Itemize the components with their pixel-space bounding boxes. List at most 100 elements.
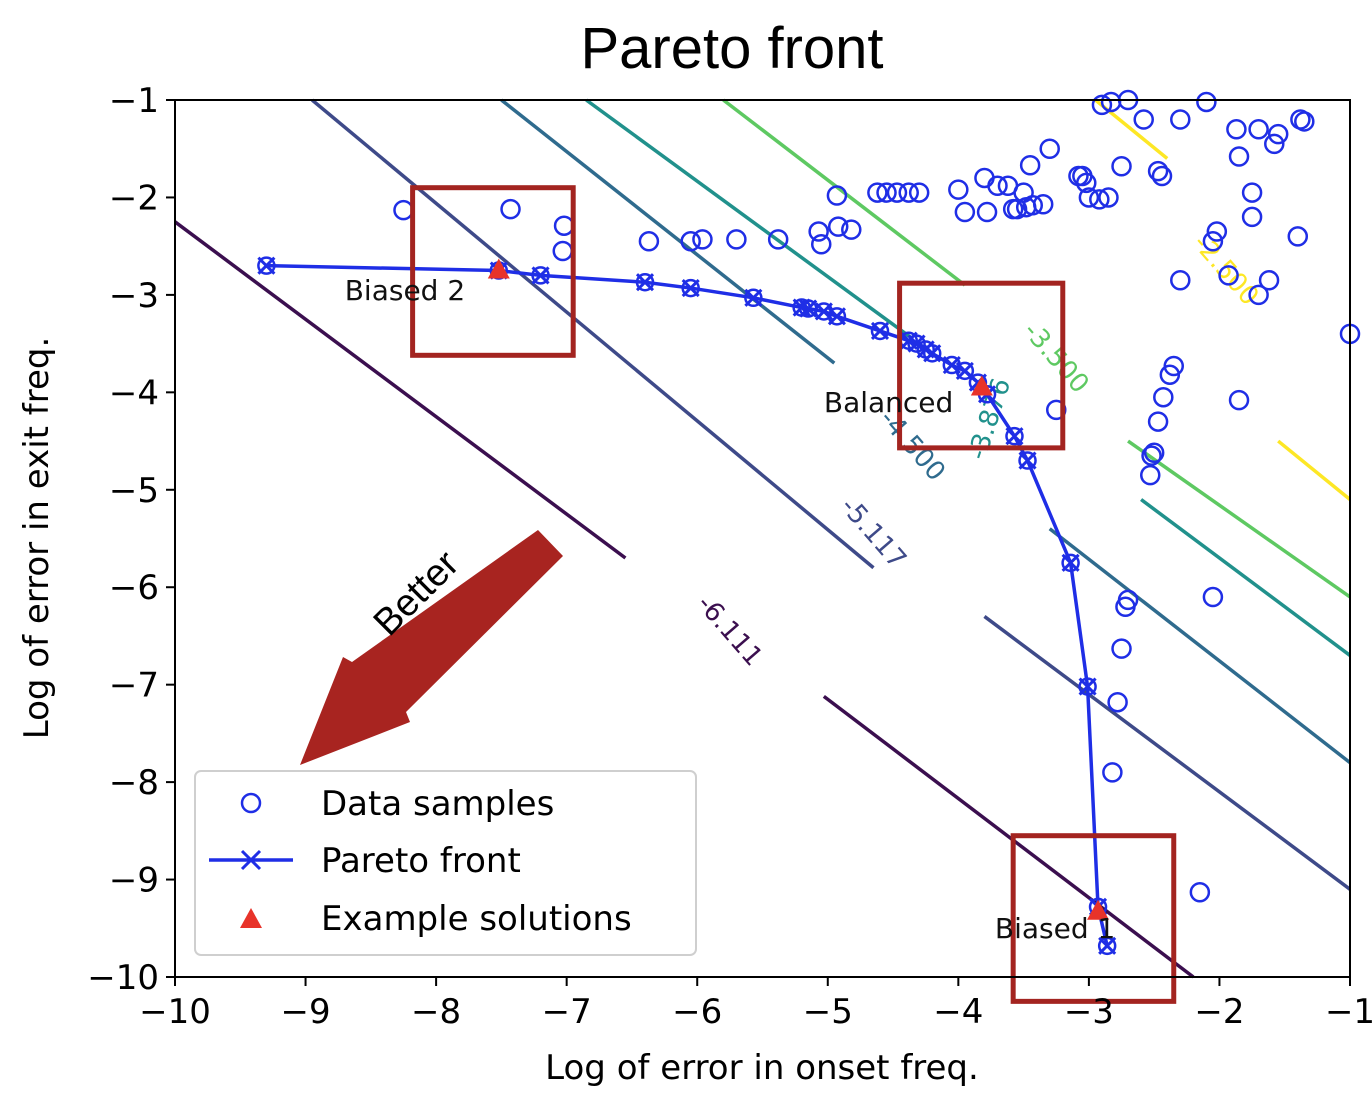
data-sample-point bbox=[987, 175, 1008, 197]
legend-example-marker bbox=[240, 908, 262, 928]
x-tick-label: −2 bbox=[1194, 992, 1244, 1032]
pareto-point-x bbox=[635, 273, 655, 292]
data-sample-point bbox=[808, 221, 829, 242]
data-sample-point bbox=[1170, 109, 1191, 130]
data-sample-point bbox=[1153, 386, 1174, 408]
x-tick-label: −1 bbox=[1325, 992, 1372, 1032]
pareto-point-x bbox=[1061, 553, 1080, 572]
data-sample-point bbox=[1228, 146, 1250, 167]
pareto-point-ring bbox=[1018, 451, 1037, 470]
data-sample-point bbox=[1102, 762, 1123, 783]
pareto-point-ring bbox=[1078, 677, 1097, 696]
data-sample-point bbox=[1258, 270, 1280, 291]
contour-line bbox=[1277, 439, 1352, 501]
data-sample-point bbox=[876, 182, 897, 203]
data-sample-point bbox=[976, 201, 998, 223]
pareto-point-x bbox=[907, 334, 926, 353]
better-arrow-shape bbox=[300, 530, 563, 765]
pareto-point-x bbox=[923, 344, 942, 363]
highlight-boxes bbox=[410, 185, 1177, 1004]
y-tick-label: −8 bbox=[109, 763, 159, 803]
data-sample-point bbox=[1218, 265, 1239, 286]
data-sample-point bbox=[1267, 123, 1289, 145]
data-sample-point bbox=[1078, 187, 1100, 208]
pareto-point-ring bbox=[827, 307, 847, 326]
plot-frame bbox=[174, 99, 1351, 978]
data-sample-point bbox=[974, 167, 995, 189]
legend-pareto-label: Pareto front bbox=[321, 841, 521, 881]
x-tick-label: −4 bbox=[933, 992, 983, 1032]
data-sample-point bbox=[1147, 160, 1169, 182]
x-tick-label: −5 bbox=[803, 992, 853, 1032]
x-tick-label: −3 bbox=[1064, 992, 1114, 1032]
data-sample-point bbox=[1241, 206, 1263, 228]
data-sample-point bbox=[767, 229, 789, 250]
x-tick-label: −10 bbox=[139, 992, 211, 1032]
data-sample-point bbox=[1089, 189, 1110, 210]
pareto-point-x bbox=[1098, 936, 1117, 955]
data-sample-point bbox=[811, 233, 832, 255]
y-tick-label: −6 bbox=[109, 568, 159, 608]
data-sample-point bbox=[393, 199, 414, 221]
data-sample-point bbox=[841, 219, 862, 240]
data-sample-point bbox=[1206, 221, 1228, 242]
solution-label: Biased 1 bbox=[995, 912, 1115, 945]
data-sample-point bbox=[1170, 270, 1191, 291]
pareto-point-x bbox=[257, 256, 276, 275]
legend: Data samples Pareto front Example soluti… bbox=[194, 770, 697, 956]
pareto-point-x bbox=[1005, 427, 1024, 446]
data-sample-point bbox=[1111, 156, 1132, 177]
data-sample-point bbox=[1294, 111, 1315, 132]
data-sample-point bbox=[1019, 155, 1041, 176]
contour-label: -3.500 bbox=[1017, 316, 1095, 399]
data-sample-point bbox=[1115, 596, 1136, 617]
x-tick-label: −8 bbox=[411, 992, 461, 1032]
x-axis-label: Log of error in onset freq. bbox=[545, 1048, 979, 1088]
y-tick-label: −10 bbox=[87, 958, 159, 998]
axes bbox=[174, 99, 1351, 978]
x-tick-label: −7 bbox=[542, 992, 592, 1032]
data-sample-point bbox=[886, 182, 908, 203]
y-tick-label: −1 bbox=[109, 81, 159, 121]
pareto-point-ring bbox=[1097, 936, 1117, 956]
better-arrow: Better bbox=[300, 530, 563, 765]
data-sample-point bbox=[1248, 118, 1269, 140]
y-axis-label: Log of error in exit freq. bbox=[17, 337, 57, 740]
data-sample-point bbox=[1133, 109, 1154, 130]
tick-marks: −10 −9 −8 −7 −6 −5 −4 −3 −2 −1 −1 −2 −3 −4 −5 −6 −7 −8 −9 −… bbox=[87, 81, 1372, 1032]
data-sample-point bbox=[1196, 91, 1217, 113]
pareto-point-ring bbox=[257, 256, 276, 275]
y-tick-label: −7 bbox=[109, 666, 159, 706]
data-sample-point bbox=[726, 229, 747, 250]
pareto-point-ring bbox=[870, 321, 890, 341]
data-sample-point bbox=[692, 229, 713, 250]
example-solution-marker bbox=[487, 258, 510, 279]
contour-label: -2.500 bbox=[1187, 229, 1265, 312]
data-sample-point bbox=[1140, 464, 1161, 486]
contour-line bbox=[310, 98, 875, 570]
pareto-point-x bbox=[1018, 451, 1037, 470]
pareto-point-ring bbox=[1005, 426, 1024, 446]
data-sample-point bbox=[1287, 226, 1309, 247]
data-sample-point bbox=[638, 231, 660, 252]
solution-label: Biased 2 bbox=[345, 274, 465, 307]
data-sample-point bbox=[1202, 586, 1224, 608]
data-sample-point bbox=[1107, 691, 1128, 713]
pareto-point-ring bbox=[531, 266, 550, 285]
data-sample-point bbox=[1248, 284, 1269, 306]
data-sample-point bbox=[1039, 138, 1060, 159]
contour-line bbox=[500, 98, 836, 365]
y-tick-label: −2 bbox=[109, 178, 159, 218]
data-sample-point bbox=[1111, 638, 1132, 659]
highlight-box bbox=[410, 185, 576, 358]
contour-line bbox=[585, 98, 914, 341]
data-sample-point bbox=[553, 215, 575, 236]
data-sample-point bbox=[898, 182, 919, 203]
contour-line bbox=[722, 98, 966, 287]
highlight-box bbox=[897, 280, 1066, 451]
pareto-point-x bbox=[870, 321, 890, 341]
pareto-point-x bbox=[744, 288, 763, 307]
data-sample-point bbox=[1228, 389, 1250, 411]
y-tick-label: −9 bbox=[109, 861, 159, 901]
